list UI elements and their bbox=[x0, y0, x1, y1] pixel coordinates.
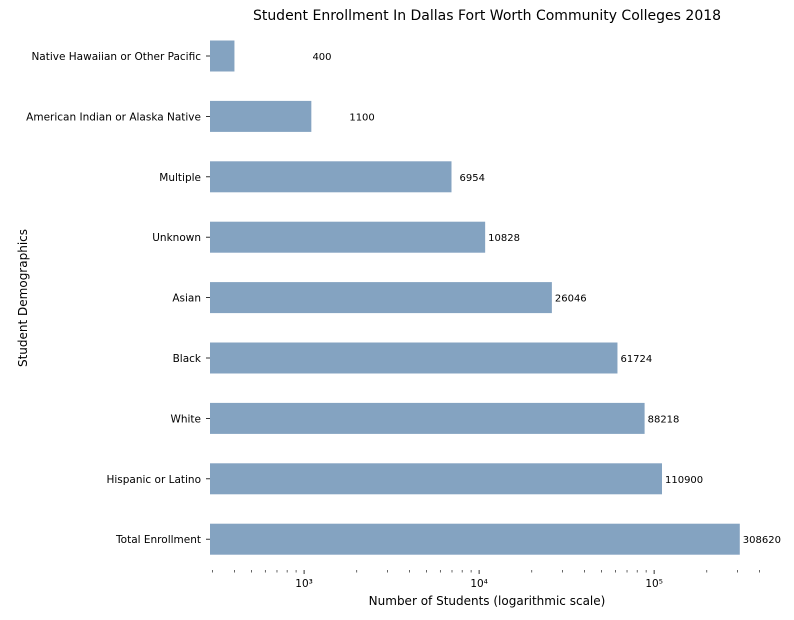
category-label-total-enrollment: Total Enrollment bbox=[115, 534, 201, 546]
x-tick-label: 10⁴ bbox=[470, 578, 488, 590]
bar-unknown bbox=[210, 221, 486, 253]
category-label-black: Black bbox=[173, 353, 202, 365]
value-label-hispanic-or-latino: 110900 bbox=[665, 475, 703, 486]
value-label-black: 61724 bbox=[620, 354, 652, 365]
value-label-american-indian-or-alaska-native: 1100 bbox=[349, 112, 374, 123]
category-labels-group: Native Hawaiian or Other Pacific American… bbox=[26, 51, 210, 546]
bar-hispanic-or-latino bbox=[210, 463, 662, 495]
y-axis-label: Student Demographics bbox=[16, 229, 30, 367]
category-label-american-indian-or-alaska-native: American Indian or Alaska Native bbox=[26, 111, 201, 123]
x-axis-label: Number of Students (logarithmic scale) bbox=[369, 594, 606, 608]
category-label-unknown: Unknown bbox=[152, 232, 201, 244]
bar-native-hawaiian-or-other-pacific bbox=[210, 40, 235, 72]
chart-title: Student Enrollment In Dallas Fort Worth … bbox=[253, 8, 721, 24]
bar-multiple bbox=[210, 161, 452, 193]
bar-black bbox=[210, 342, 618, 374]
x-tick-label: 10⁵ bbox=[645, 578, 663, 590]
bar-american-indian-or-alaska-native bbox=[210, 100, 312, 132]
bar-asian bbox=[210, 282, 552, 314]
bars-group bbox=[210, 40, 740, 555]
value-label-total-enrollment: 308620 bbox=[743, 535, 781, 546]
x-tick-label: 10³ bbox=[295, 578, 313, 590]
category-label-multiple: Multiple bbox=[159, 172, 201, 184]
value-labels-group: 400 1100 6954 10828 26046 61724 88218 110900 308… bbox=[312, 52, 781, 546]
bar-total-enrollment bbox=[210, 523, 740, 555]
value-label-unknown: 10828 bbox=[488, 233, 520, 244]
category-label-native-hawaiian-or-other-pacific: Native Hawaiian or Other Pacific bbox=[31, 51, 201, 63]
category-label-hispanic-or-latino: Hispanic or Latino bbox=[106, 474, 201, 486]
value-label-asian: 26046 bbox=[555, 294, 587, 305]
category-label-white: White bbox=[170, 413, 201, 425]
value-label-multiple: 6954 bbox=[459, 173, 484, 184]
value-label-white: 88218 bbox=[648, 414, 680, 425]
value-label-native-hawaiian-or-other-pacific: 400 bbox=[312, 52, 331, 63]
bar-white bbox=[210, 402, 645, 434]
category-label-asian: Asian bbox=[172, 293, 201, 305]
x-axis: 10³ 10⁴ 10⁵ bbox=[212, 570, 760, 590]
